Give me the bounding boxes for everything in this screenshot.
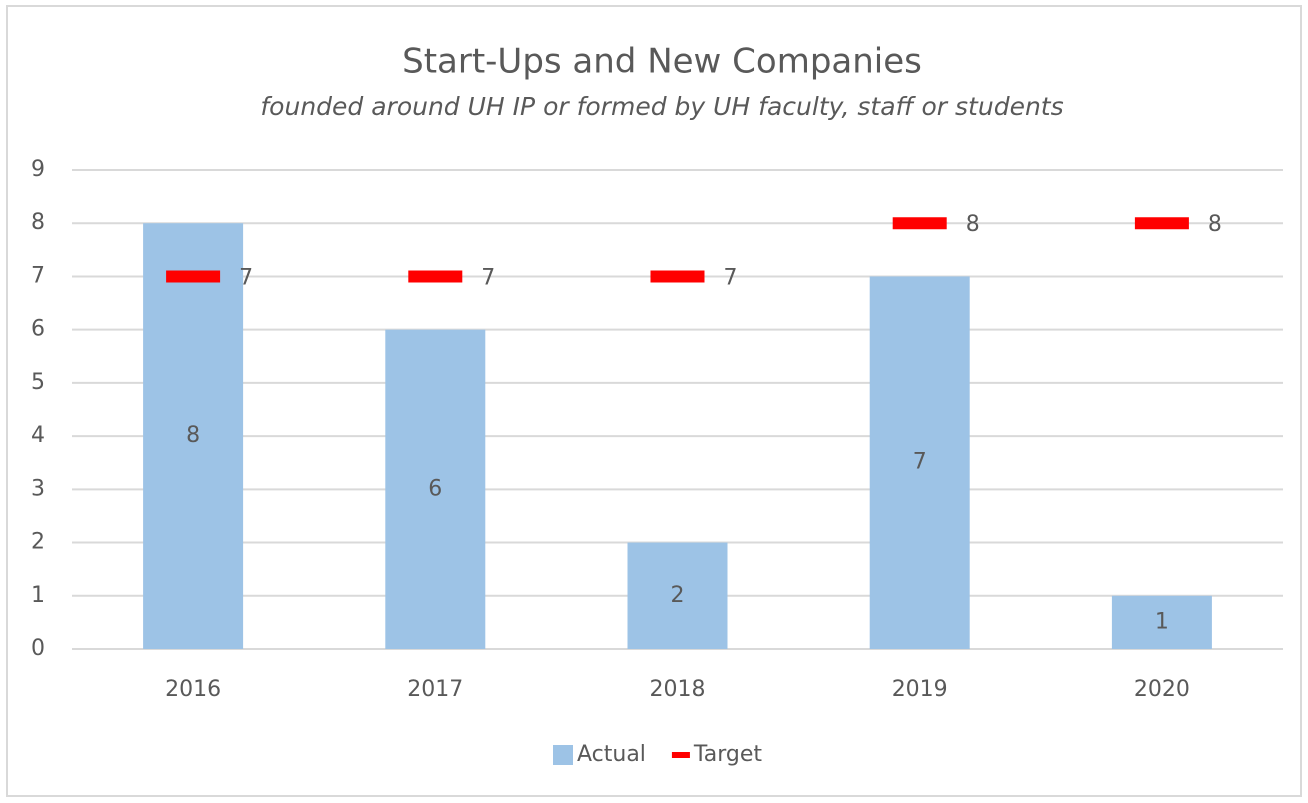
x-tick-label: 2020 — [1134, 677, 1190, 702]
legend-label: Target — [693, 742, 762, 767]
x-tick-label: 2018 — [650, 677, 706, 702]
bar-value-label: 8 — [186, 423, 200, 448]
bar — [385, 329, 486, 649]
bar-value-label: 2 — [671, 583, 685, 608]
x-tick-label: 2019 — [892, 677, 948, 702]
x-tick-label: 2016 — [165, 677, 221, 702]
bar-value-label: 1 — [1155, 609, 1169, 634]
bar — [1111, 595, 1212, 649]
target-value-label: 8 — [966, 212, 980, 237]
y-tick-label: 8 — [31, 210, 45, 235]
target-value-label: 8 — [1208, 212, 1222, 237]
target-value-label: 7 — [481, 265, 495, 290]
legend-label: Actual — [577, 742, 646, 767]
y-tick-label: 6 — [31, 317, 45, 342]
bar — [143, 223, 244, 649]
y-tick-label: 0 — [31, 636, 45, 661]
chart-title: Start-Ups and New Companies — [402, 42, 922, 82]
y-tick-label: 5 — [31, 370, 45, 395]
bar-value-label: 6 — [428, 476, 442, 501]
bar — [627, 542, 728, 649]
target-value-label: 7 — [239, 265, 253, 290]
y-tick-label: 1 — [31, 583, 45, 608]
y-tick-label: 7 — [31, 263, 45, 288]
y-tick-label: 9 — [31, 157, 45, 182]
chart-subtitle: founded around UH IP or formed by UH fac… — [260, 92, 1063, 121]
target-value-label: 7 — [724, 265, 738, 290]
bar — [869, 276, 970, 649]
y-tick-label: 2 — [31, 530, 45, 555]
bar-value-label: 7 — [913, 450, 927, 475]
y-tick-label: 3 — [31, 476, 45, 501]
y-tick-label: 4 — [31, 423, 45, 448]
x-tick-label: 2017 — [407, 677, 463, 702]
legend-swatch — [553, 745, 573, 765]
